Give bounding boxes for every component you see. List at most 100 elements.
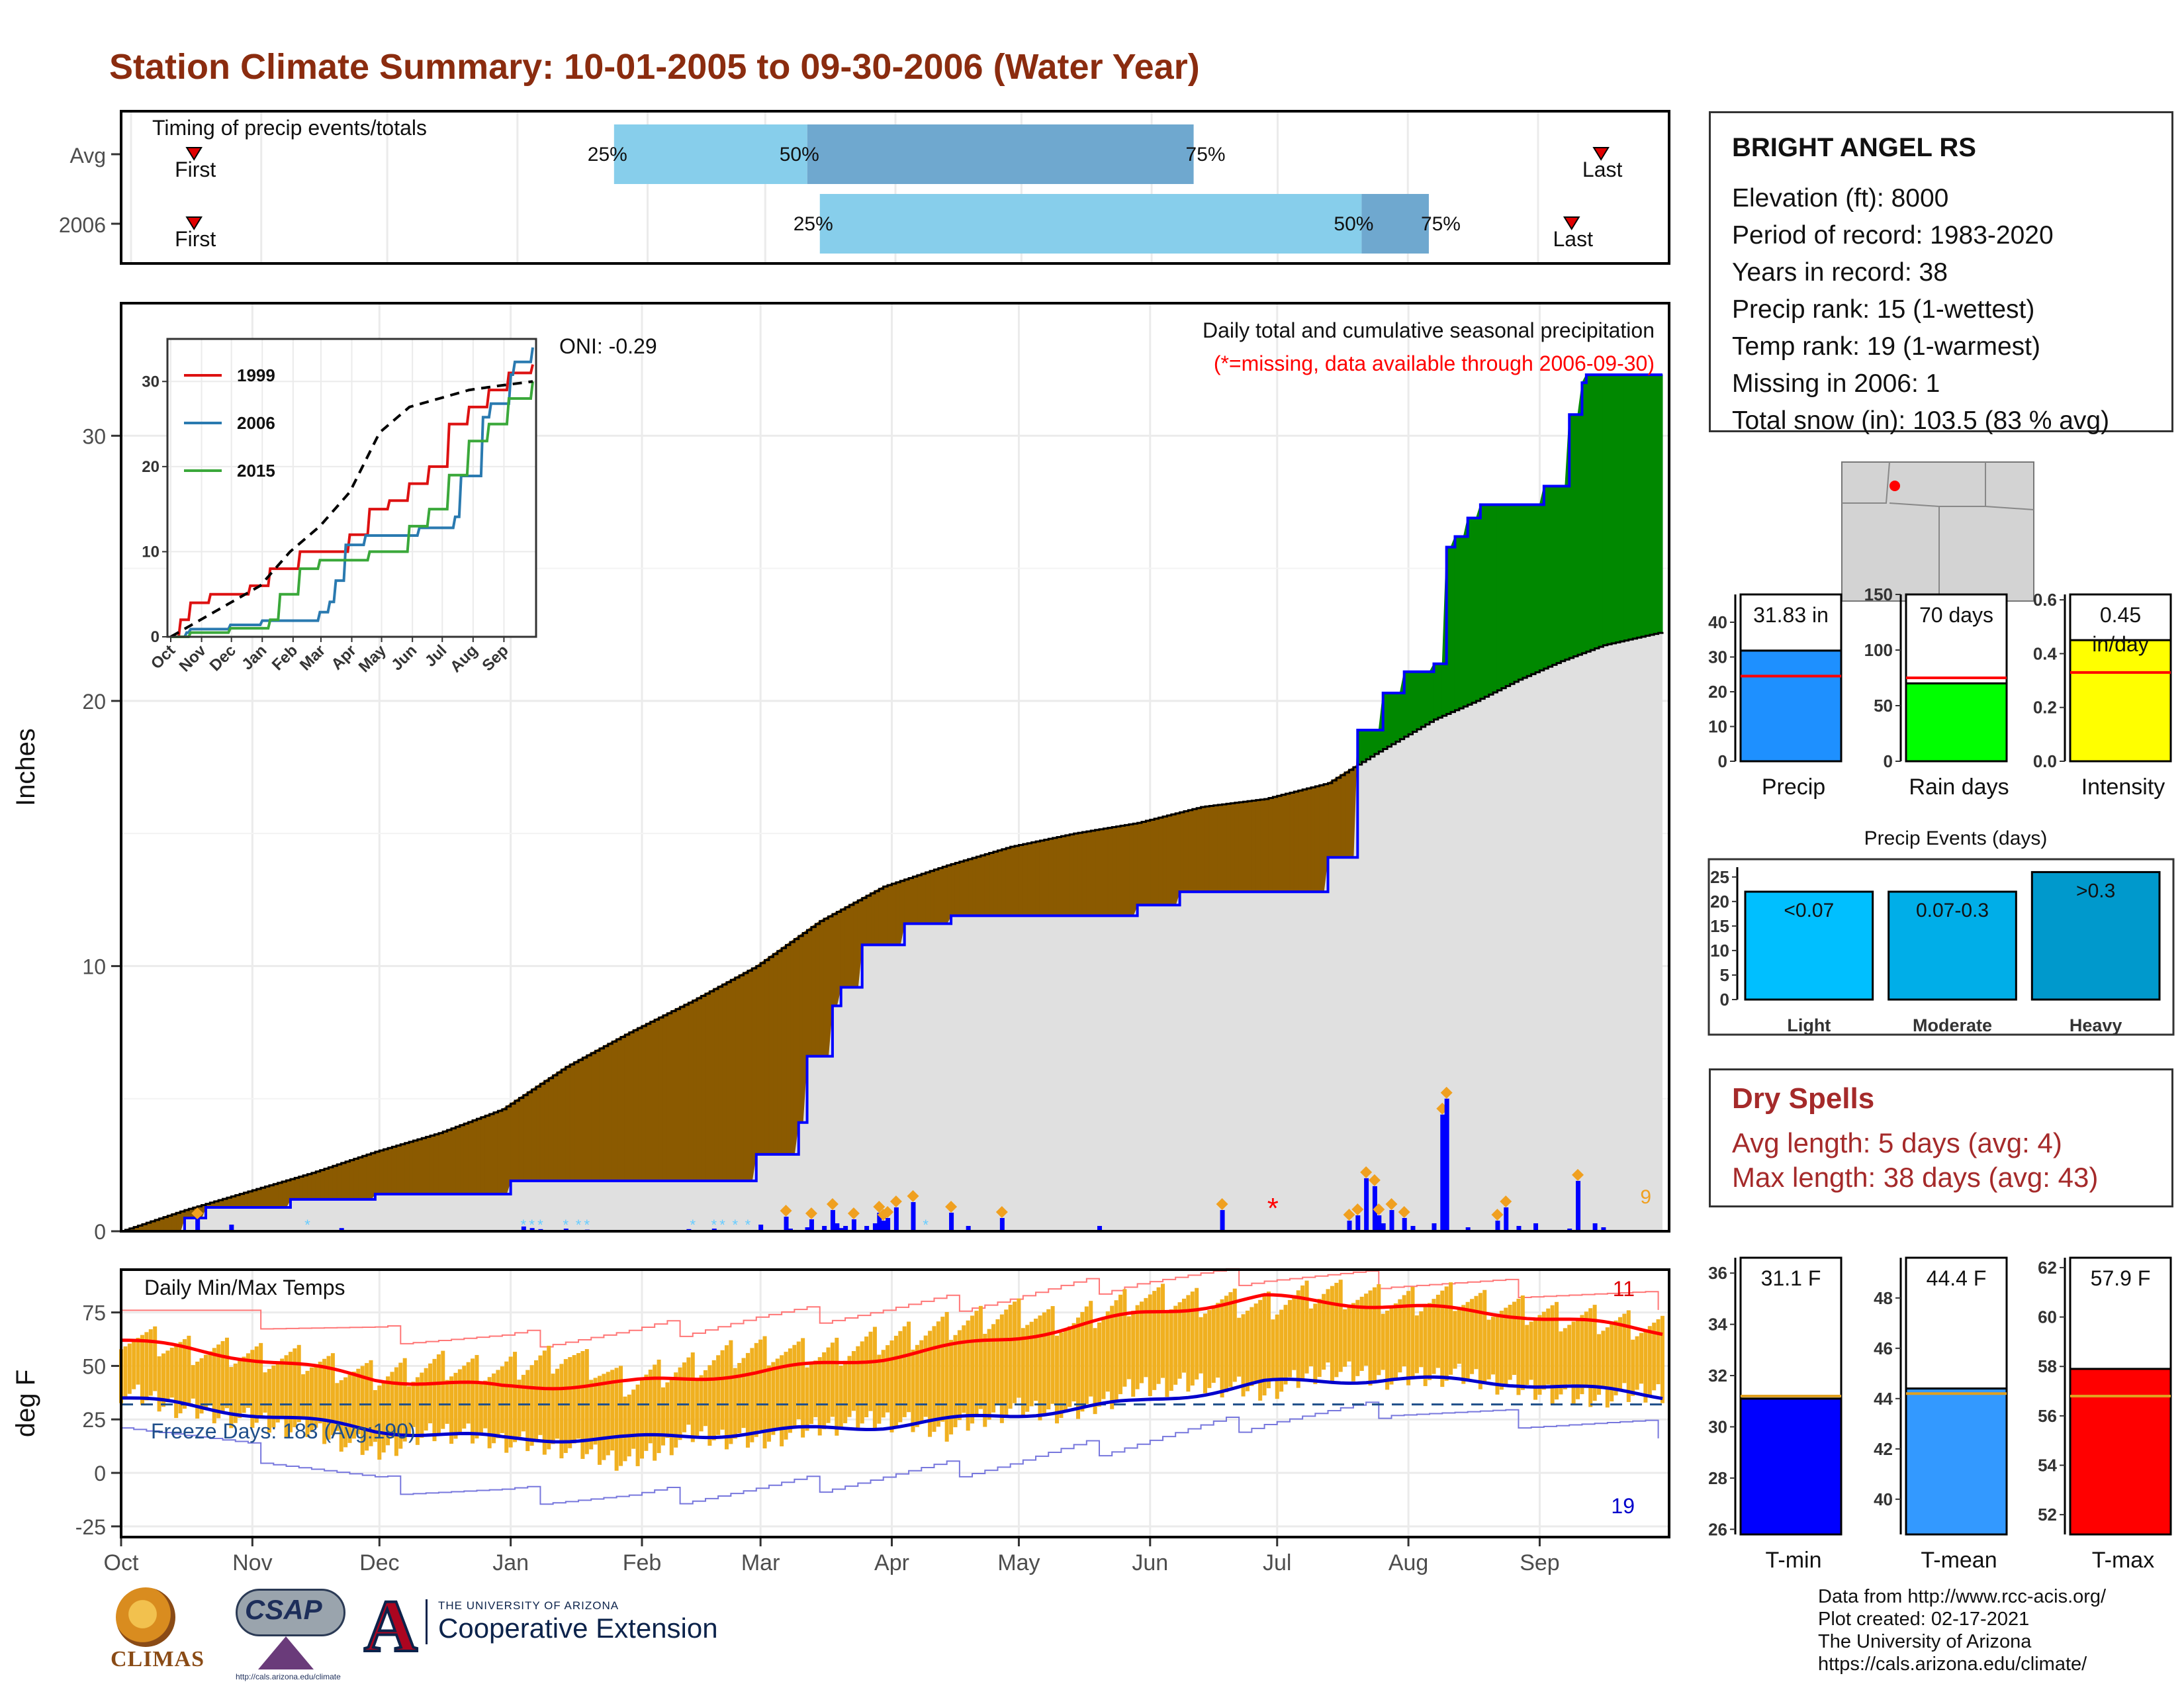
daily-temp-range-bar (182, 1339, 187, 1409)
timing-plot-frame (120, 110, 1670, 265)
anomaly-band (1412, 671, 1418, 733)
anomaly-band (1298, 789, 1303, 892)
daily-temp-range-bar (1068, 1326, 1072, 1407)
anomaly-band (357, 1155, 363, 1200)
daily-temp-range-bar (1393, 1303, 1398, 1379)
anomaly-band (1488, 504, 1494, 696)
y-tick-label: 58 (2038, 1356, 2057, 1376)
daily-temp-range-bar (478, 1384, 483, 1434)
daily-temp-range-bar (860, 1341, 864, 1424)
station-name: BRIGHT ANGEL RS (1732, 133, 1976, 162)
daily-temp-range-bar (639, 1380, 644, 1459)
daily-temp-range-bar (1013, 1301, 1017, 1403)
anomaly-band (968, 857, 973, 916)
anomaly-band (565, 1064, 570, 1182)
station-location-dot (1889, 481, 1900, 491)
anomaly-band (1201, 806, 1206, 892)
anomaly-band (1420, 671, 1426, 727)
last-marker (1592, 147, 1610, 161)
timing-bar-early (614, 124, 807, 184)
anomaly-band (1213, 804, 1218, 892)
anomaly-band (980, 853, 985, 916)
snow-marker: * (719, 1217, 725, 1233)
daily-temp-range-bar (517, 1380, 522, 1437)
daily-temp-range-bar (322, 1358, 327, 1444)
y-tick-label: 150 (1864, 585, 1893, 604)
anomaly-band (684, 1002, 689, 1182)
daily-temp-range-bar (1537, 1315, 1542, 1395)
daily-temp-range-bar (373, 1389, 377, 1442)
anomaly-band (976, 855, 981, 916)
first-label: First (175, 158, 216, 181)
daily-temp-range-bar (1093, 1328, 1097, 1415)
daily-precip-bar (1410, 1225, 1416, 1231)
cum-subtitle: Daily total and cumulative seasonal prec… (1203, 318, 1655, 342)
anomaly-band (1069, 833, 1075, 916)
daily-precip-bar (851, 1219, 856, 1231)
anomaly-band (887, 883, 892, 945)
anomaly-band (569, 1061, 575, 1182)
rain-days-bar (1905, 682, 2008, 763)
daily-temp-range-bar (805, 1367, 809, 1431)
anomaly-band (747, 968, 752, 1182)
daily-temp-range-bar (1326, 1289, 1330, 1363)
top-event-marker (1216, 1197, 1228, 1210)
daily-temp-range-bar (928, 1331, 933, 1437)
daily-temp-range-bar (1304, 1280, 1309, 1374)
anomaly-band (1344, 769, 1350, 858)
top-event-marker (1385, 1197, 1398, 1210)
temperature-bar-charts: 26 28 30 32 34 36 31.1 F T-min 40 42 44 46 48 44.4 F T… (1708, 1256, 2172, 1573)
last-label: Last (1582, 158, 1623, 181)
y-tick-label: 20 (1708, 682, 1727, 702)
daily-temp-range-bar (750, 1348, 754, 1442)
anomaly-band (819, 918, 825, 1057)
daily-temp-range-bar (1283, 1305, 1288, 1385)
daily-temp-range-bar (296, 1344, 301, 1423)
anomaly-band (1018, 843, 1024, 916)
daily-temp-range-bar (1457, 1307, 1461, 1364)
anomaly-band (862, 895, 867, 945)
bar-value-label: 31.83 in (1753, 603, 1829, 627)
tmin-bar (1739, 1397, 1843, 1536)
inset-y-tick-label: 10 (142, 543, 159, 561)
last-marker (1563, 216, 1580, 230)
daily-temp-range-bar (889, 1340, 894, 1432)
anomaly-band (561, 1066, 567, 1182)
anomaly-band (662, 1012, 668, 1182)
daily-temp-range-bar (1389, 1307, 1394, 1385)
anomaly-band (692, 998, 698, 1182)
daily-temp-range-bar (254, 1346, 259, 1423)
daily-temp-range-bar (1470, 1299, 1475, 1374)
anomaly-band (1264, 797, 1269, 892)
anomaly-band (1226, 802, 1231, 892)
daily-temp-range-bar (377, 1385, 382, 1460)
daily-temp-range-bar (1199, 1317, 1203, 1374)
anomaly-band (1183, 810, 1189, 892)
daily-temp-range-bar (737, 1363, 742, 1434)
event-bar (2030, 870, 2161, 1001)
ua-logo: A (363, 1588, 419, 1665)
anomaly-band (1416, 671, 1422, 730)
label-box (1905, 1256, 2008, 1390)
bar-category-label: T-mean (1921, 1548, 1997, 1573)
anomaly-band (963, 859, 969, 916)
last-label: Last (1553, 227, 1593, 251)
top-event-marker (780, 1204, 792, 1217)
daily-precip-bar (835, 1223, 840, 1231)
top-event-marker (191, 1207, 204, 1219)
daily-precip-bar (1347, 1220, 1352, 1231)
credit-line: Data from http://www.rcc-acis.org/ (1818, 1586, 2107, 1607)
inset-series-line (171, 347, 534, 638)
anomaly-band (302, 1174, 308, 1200)
daily-temp-range-bar (267, 1368, 271, 1433)
csap-logo: CSAP http://cals.arizona.edu/climate (232, 1583, 351, 1683)
snow-marker: * (304, 1217, 310, 1233)
anomaly-band (823, 915, 829, 1057)
anomaly-band (1247, 800, 1252, 892)
daily-temp-range-bar (813, 1360, 818, 1417)
event-category-label: Moderate (1913, 1015, 1992, 1035)
station-precip-rank: Precip rank: 15 (1-wettest) (1732, 295, 2035, 324)
daily-temp-range-bar (347, 1374, 352, 1443)
anomaly-band (904, 877, 909, 924)
